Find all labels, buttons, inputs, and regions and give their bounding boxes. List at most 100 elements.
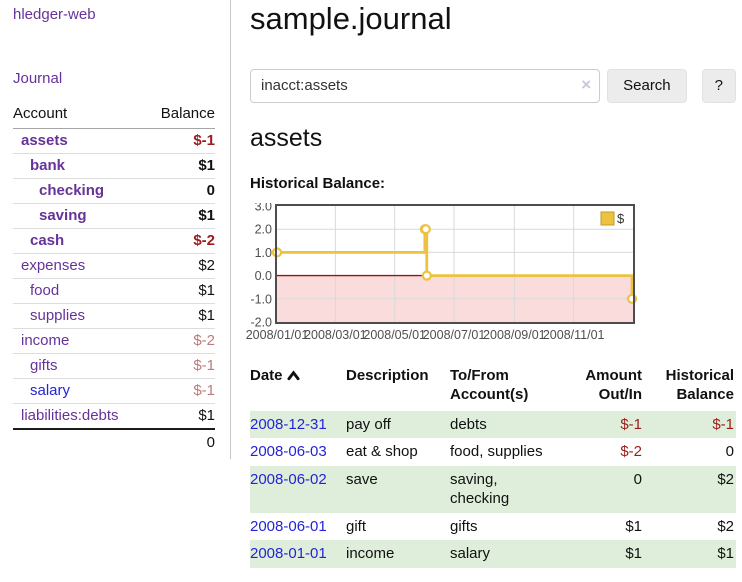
search-input-wrap: × [250,68,601,103]
account-link[interactable]: income [21,332,70,349]
description-cell: save [346,465,450,513]
account-link[interactable]: salary [30,382,71,399]
y-axis-label: 2.0 [255,223,272,237]
legend-label: $ [617,211,625,226]
account-link[interactable]: supplies [30,307,86,324]
total-spacer [13,428,147,455]
account-column-header: Account [13,101,147,129]
accounts-cell: food, supplies [450,443,543,461]
account-balance-cell: $1 [146,153,215,179]
account-row: saving $1 [13,203,215,229]
y-axis-label: -1.0 [250,292,272,306]
date-cell: 2008-12-31 [250,410,346,439]
accounts-cell: salary [450,540,558,568]
account-link[interactable]: liabilities:debts [21,407,119,424]
date-cell: 2008-06-03 [250,438,346,466]
x-axis-label: 2008/05/01 [363,328,426,342]
historical-balance-chart-container: $3.0 2.0 1.0 0.0 -1.0 -2.0 2008/01/01 2008/03/0… [241,200,736,348]
date-cell: 2008-06-01 [250,513,346,541]
account-link[interactable]: food [30,282,60,299]
account-row: liabilities:debts $1 [13,404,215,430]
account-row: bank $1 [13,153,215,179]
transaction-row: 2008-01-01 income salary $1 $1 [250,540,736,568]
accounts-total-row: 0 [13,428,215,455]
brand: hledger-web [13,6,230,23]
account-link[interactable]: cash [30,232,65,249]
y-axis-label: -2.0 [250,316,272,330]
historical-balance-chart[interactable]: $3.0 2.0 1.0 0.0 -1.0 -2.02008/01/012008/03/0… [241,200,641,344]
account-balance-cell: $1 [198,407,215,424]
description-cell: pay off [346,410,450,439]
account-balance-cell: $-1 [146,378,215,404]
y-axis-label: 1.0 [255,246,272,260]
balance-cell: $-1 [644,410,736,439]
accounts-cell: debts [450,410,558,439]
page-title: sample.journal [250,1,452,36]
accounts-column-header: To/From Account(s) [450,367,529,403]
clear-search-icon[interactable]: × [581,74,592,94]
amount-cell: $1 [625,517,642,535]
transaction-row: 2008-06-01 gift gifts $1 $2 [250,513,736,541]
transaction-date-link[interactable]: 2008-06-01 [250,517,327,535]
balance-column-header-register: Historical Balance [665,367,734,403]
account-name-cell: saving [13,203,147,229]
date-cell: 2008-01-01 [250,540,346,568]
account-name-cell: cash [13,228,147,254]
account-link[interactable]: saving [39,207,87,224]
account-link[interactable]: assets [21,132,68,149]
x-axis-label: 2008/11/01 [543,328,605,342]
chart-point-marker [421,270,432,281]
account-name-cell: assets [13,128,147,154]
search-button[interactable]: Search [607,68,687,103]
transaction-date-link[interactable]: 2008-12-31 [250,415,327,433]
brand-link[interactable]: hledger-web [13,6,96,23]
account-link[interactable]: expenses [21,257,86,274]
help-button[interactable]: ? [701,68,736,103]
transaction-row: 2008-06-03 eat & shop food, supplies $-2 0 [250,438,736,466]
sidebar: hledger-web Journal Account Balance asse… [0,0,231,459]
transaction-date-link[interactable]: 2008-01-01 [250,545,327,563]
account-link[interactable]: bank [30,157,66,174]
x-axis-label: 2008/01/01 [246,328,309,342]
account-balance-cell: $-2 [146,328,215,354]
sort-chevron-up-icon [286,368,300,387]
accounts-table: Account Balance assets $-1 bank $1 checking 0… [13,101,215,455]
balance-cell: $1 [644,540,736,568]
amount-cell: 0 [558,465,644,513]
description-cell: gift [346,517,367,535]
transaction-date-link[interactable]: 2008-06-02 [250,470,327,488]
account-name-cell: liabilities:debts [13,404,146,430]
account-row: food $1 [13,278,215,304]
account-balance-cell: $1 [146,303,215,329]
accounts-cell: saving, checking [450,465,558,513]
transaction-row: 2008-12-31 pay off debts $-1 $-1 [250,410,736,439]
x-axis-label: 2008/07/01 [423,328,486,342]
description-cell: income [346,540,450,568]
account-row: salary $-1 [13,378,215,404]
account-link[interactable]: checking [39,182,105,199]
account-name-cell: food [13,278,147,304]
transactions-header-row: Date Description To/From Account(s) Amou… [250,365,736,411]
search-input[interactable] [250,68,601,103]
y-axis-label: 3.0 [255,203,272,214]
x-axis-label: 2008/09/01 [483,328,546,342]
account-row: supplies $1 [13,303,215,329]
amount-cell: $-2 [620,443,642,461]
account-row: income $-2 [13,328,215,354]
x-axis-label: 2008/03/01 [304,328,367,342]
description-cell: eat & shop [346,443,418,461]
account-name-cell: supplies [13,303,147,329]
account-row: checking 0 [13,178,215,204]
search-form: × Search ? [250,68,736,103]
amount-cell: $1 [558,540,644,568]
account-balance-cell: 0 [146,178,215,204]
transactions-table: Date Description To/From Account(s) Amou… [250,365,736,568]
chart-title: Historical Balance: [250,175,386,193]
journal-link[interactable]: Journal [13,70,63,87]
date-sort-link[interactable]: Date [250,367,283,385]
nav-journal: Journal [13,70,230,87]
transaction-date-link[interactable]: 2008-06-03 [250,443,327,461]
account-link[interactable]: gifts [30,357,58,374]
date-column-header: Date [250,365,346,411]
account-name-cell: gifts [13,353,147,379]
